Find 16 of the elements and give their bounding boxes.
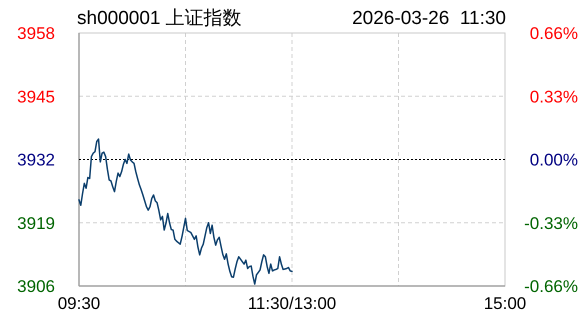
y2-tick-label: -0.66% [524, 277, 578, 296]
y-tick-label: 3919 [17, 214, 55, 233]
chart-subtitle: 2026-03-26 11:30 [352, 8, 506, 29]
chart-title: sh000001 上证指数 [77, 8, 242, 29]
x-tick-label: 11:30/13:00 [248, 294, 336, 313]
y2-tick-label: 0.00% [530, 150, 578, 170]
x-tick-label: 09:30 [58, 294, 100, 313]
y-tick-label: 3906 [17, 277, 55, 296]
y-tick-label: 3945 [17, 87, 55, 106]
y-tick-label: 3932 [17, 150, 55, 170]
line-series [78, 138, 293, 285]
y-tick-label: 3958 [17, 24, 55, 43]
x-tick-label: 15:00 [484, 294, 526, 313]
y2-tick-label: 0.33% [530, 87, 578, 106]
y2-tick-label: -0.33% [524, 214, 578, 233]
y2-tick-label: 0.66% [530, 24, 578, 43]
